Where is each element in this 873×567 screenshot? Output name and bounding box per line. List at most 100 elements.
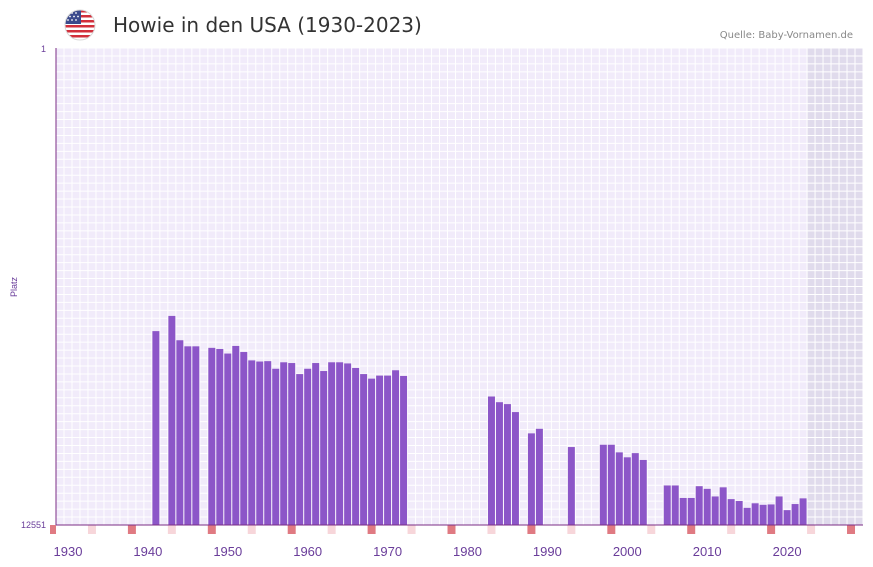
bar-1984 — [495, 402, 503, 525]
light-marker-1963 — [327, 525, 336, 534]
bar-2002 — [639, 459, 647, 525]
bar-2018 — [767, 504, 775, 525]
strong-marker-1978 — [447, 525, 456, 534]
x-tick-label: 2010 — [693, 544, 722, 559]
bar-2006 — [671, 485, 679, 525]
bar-1968 — [368, 378, 376, 525]
bar-1941 — [152, 331, 160, 525]
bar-1966 — [352, 367, 360, 525]
bar-1951 — [232, 345, 240, 525]
bar-1999 — [615, 452, 623, 525]
strong-marker-1968 — [367, 525, 376, 534]
light-marker-2013 — [727, 525, 736, 534]
bar-2021 — [791, 504, 799, 525]
y-tick-label-bottom: 12551 — [21, 520, 46, 530]
x-tick-label: 1990 — [533, 544, 562, 559]
y-tick-label-top: 1 — [41, 44, 46, 54]
bar-1948 — [208, 347, 216, 525]
bar-1944 — [176, 340, 184, 525]
light-marker-2003 — [647, 525, 656, 534]
bar-1959 — [296, 374, 304, 525]
bar-2000 — [623, 457, 631, 525]
light-marker-1943 — [167, 525, 176, 534]
bar-1943 — [168, 315, 176, 525]
light-marker-1973 — [407, 525, 416, 534]
bar-2015 — [743, 507, 751, 525]
strong-marker-1938 — [127, 525, 136, 534]
bar-2013 — [727, 499, 735, 525]
bar-2008 — [687, 497, 695, 525]
x-tick-label: 2020 — [773, 544, 802, 559]
x-tick-label: 1950 — [213, 544, 242, 559]
bar-1989 — [535, 428, 543, 525]
light-marker-1993 — [567, 525, 576, 534]
bar-1953 — [248, 360, 256, 525]
bar-1983 — [487, 396, 495, 525]
strong-marker-2028 — [847, 525, 856, 534]
x-tick-label: 1970 — [373, 544, 402, 559]
usa-flag-icon — [64, 9, 96, 41]
bar-2017 — [759, 504, 767, 525]
bar-1997 — [599, 444, 607, 525]
x-tick-labels: 1930 1940 1950 1960 1970 1980 1990 2000 2010 2020 — [54, 544, 802, 559]
bar-1988 — [527, 433, 535, 525]
bar-1972 — [400, 375, 408, 525]
bar-2019 — [775, 496, 783, 525]
strong-marker-1928 — [50, 525, 56, 534]
bar-2020 — [783, 510, 791, 525]
bar-2014 — [735, 501, 743, 525]
bar-1950 — [224, 353, 232, 525]
bar-1962 — [320, 371, 328, 525]
bar-2012 — [719, 487, 727, 525]
bar-1970 — [384, 375, 392, 525]
bar-1967 — [360, 374, 368, 525]
bar-1971 — [392, 370, 400, 525]
light-marker-2023 — [807, 525, 816, 534]
bar-2009 — [695, 486, 703, 525]
bar-2001 — [631, 453, 639, 525]
y-axis-title: Platz — [9, 276, 19, 297]
x-tick-label: 1930 — [54, 544, 83, 559]
light-marker-1953 — [247, 525, 256, 534]
bar-1949 — [216, 348, 224, 525]
bar-2010 — [703, 488, 711, 525]
bar-1952 — [240, 352, 248, 525]
bar-2005 — [663, 485, 671, 525]
bar-1964 — [336, 362, 344, 525]
bar-1946 — [192, 346, 200, 525]
x-tick-label: 1940 — [133, 544, 162, 559]
strong-marker-1948 — [207, 525, 216, 534]
x-tick-label: 1980 — [453, 544, 482, 559]
light-marker-1933 — [87, 525, 96, 534]
bar-1955 — [264, 361, 272, 525]
bar-1961 — [312, 363, 320, 525]
x-tick-label: 2000 — [613, 544, 642, 559]
strong-marker-1988 — [527, 525, 536, 534]
bar-1963 — [328, 362, 336, 525]
bar-2016 — [751, 503, 759, 525]
bar-series — [152, 315, 807, 525]
bar-1969 — [376, 375, 384, 525]
strong-marker-1958 — [287, 525, 296, 534]
strong-marker-2008 — [687, 525, 696, 534]
bar-1958 — [288, 363, 296, 525]
bar-1965 — [344, 363, 352, 525]
bar-1954 — [256, 361, 264, 525]
bar-1986 — [511, 412, 519, 525]
bar-2022 — [799, 498, 807, 525]
bar-1985 — [503, 404, 511, 525]
bar-2007 — [679, 497, 687, 525]
bar-1957 — [280, 362, 288, 525]
light-marker-1983 — [487, 525, 496, 534]
bar-1945 — [184, 346, 192, 525]
strong-marker-1998 — [607, 525, 616, 534]
source-credit: Quelle: Baby-Vornamen.de — [719, 30, 853, 41]
strong-marker-2018 — [767, 525, 776, 534]
bar-1960 — [304, 368, 312, 525]
bar-1993 — [567, 447, 575, 525]
x-tick-label: 1960 — [293, 544, 322, 559]
chart-title: Howie in den USA (1930-2023) — [113, 13, 422, 37]
bar-2011 — [711, 496, 719, 525]
decade-markers — [50, 525, 856, 534]
